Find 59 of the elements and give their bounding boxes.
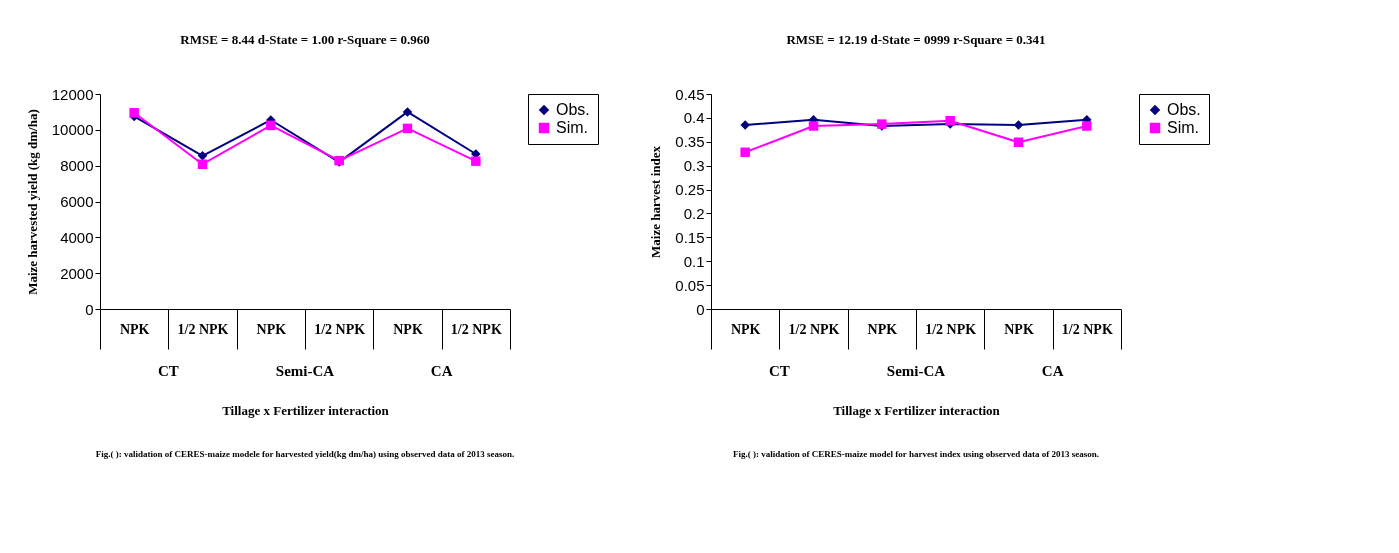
y-axis-title: Maize harvested yield (kg dm/ha) (24, 109, 40, 295)
legend-label: Sim. (1167, 119, 1199, 136)
point (1013, 120, 1024, 130)
y-tick-label: 12000 (51, 85, 94, 103)
point (471, 156, 481, 166)
y-tick-label: 0.45 (675, 85, 705, 103)
y-tick-label: 0.4 (683, 109, 705, 127)
text: Fig.( ): validation of CERES-maize modele for harvested yield(kg dm/ha) using observed data of 2013 season. (95, 449, 515, 459)
y-axis-title: Maize harvest index (648, 145, 664, 258)
y-tick-label: 0.3 (683, 157, 705, 175)
y-tick-label: 10000 (51, 121, 94, 139)
x-tick-label: NPK (256, 321, 287, 337)
chart-title: RMSE = 12.19 d-State = 0999 r-Square = 0.341 (786, 32, 1046, 47)
text: CT (157, 363, 179, 379)
x-tick-label: 1/2 NPK (1061, 321, 1113, 337)
x-tick-label: NPK (730, 321, 761, 337)
x-tick-label: 1/2 NPK (450, 321, 502, 337)
y-tick-label: 6000 (60, 193, 94, 210)
x-tick-label: 1/2 NPK (314, 321, 366, 337)
x-axis-title: Tillage x Fertilizer interaction (833, 403, 1001, 418)
point (197, 159, 208, 169)
y-tick-label: 0 (85, 300, 94, 318)
text: CA (1041, 363, 1064, 379)
legend-label: Sim. (556, 119, 588, 136)
legend-label: Obs. (1167, 101, 1201, 118)
x-tick-label: NPK (119, 321, 150, 337)
y-tick-label: 4000 (60, 228, 94, 246)
point (740, 147, 750, 158)
y-tick-label: 0.15 (675, 228, 705, 246)
text: CA (430, 363, 453, 379)
y-tick-label: 0.25 (675, 181, 705, 199)
x-tick-label: NPK (1004, 321, 1034, 337)
x-tick-label: 1/2 NPK (788, 321, 840, 337)
point (1082, 121, 1092, 131)
x-tick-label: NPK (867, 321, 898, 337)
point (197, 151, 208, 161)
chart-title: RMSE = 8.44 d-State = 1.00 r-Square = 0.960 (180, 32, 430, 47)
x-tick-label: NPK (393, 321, 423, 337)
point (402, 107, 413, 117)
text: Fig.( ): validation of CERES-maize model for harvest index using observed data of 2013 season. (733, 449, 1099, 459)
legend-label: Obs. (556, 101, 590, 118)
x-axis-title: Tillage x Fertilizer interaction (222, 403, 390, 418)
y-tick-label: 0.05 (675, 276, 705, 294)
y-tick-label: 0.2 (683, 204, 705, 222)
point (1013, 137, 1024, 147)
y-tick-label: 0.1 (683, 252, 705, 270)
y-tick-label: 8000 (60, 157, 94, 175)
text: Semi-CA (886, 363, 946, 379)
y-tick-label: 0 (696, 300, 705, 318)
point (266, 120, 276, 131)
text: Semi-CA (275, 363, 335, 379)
text: CT (768, 363, 790, 379)
point (808, 121, 819, 131)
x-tick-label: 1/2 NPK (925, 321, 977, 337)
y-tick-label: 0.35 (675, 133, 705, 151)
y-tick-label: 2000 (60, 264, 94, 282)
x-tick-label: 1/2 NPK (177, 321, 229, 337)
point (129, 108, 139, 118)
point (402, 123, 413, 134)
